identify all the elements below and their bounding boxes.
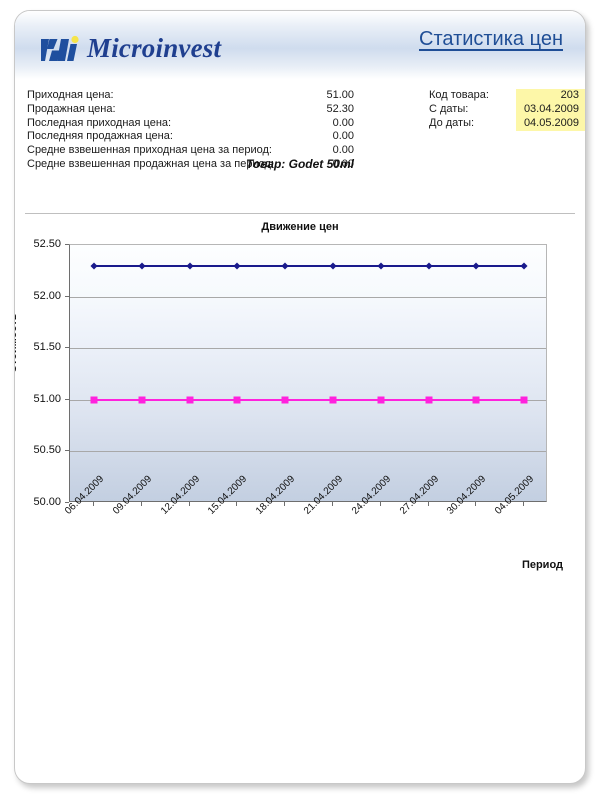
parameter-highlight-box (516, 89, 585, 131)
chart-gridline (70, 348, 546, 350)
info-label: Код товара: (429, 89, 489, 101)
price-summary-list: Приходная цена: 51.00 Продажная цена: 52… (27, 89, 372, 172)
chart-data-point (233, 262, 241, 270)
chart-x-tick-mark (331, 502, 333, 506)
info-label: Продажная цена: (27, 102, 116, 115)
chart-x-tick-mark (236, 502, 238, 506)
chart-x-tick-mark (140, 502, 142, 506)
chart-x-tick-mark (284, 502, 286, 506)
info-row: Код товара: 203 (429, 89, 579, 103)
chart-data-point (472, 396, 480, 404)
chart-y-tick-mark (65, 502, 69, 503)
info-row: С даты: 03.04.2009 (429, 103, 579, 117)
chart-y-tick-label: 50.00 (33, 496, 61, 508)
chart-y-tick-mark (65, 244, 69, 245)
chart-series-line (93, 264, 525, 267)
price-movement-chart: Движение цен Стоимость Период 52.50 52.00… (15, 216, 585, 586)
page-title: Статистика цен (419, 28, 563, 50)
chart-data-point (186, 396, 193, 404)
chart-data-point (138, 396, 146, 404)
chart-y-tick-mark (65, 450, 69, 452)
info-label: Последняя продажная цена: (27, 130, 173, 143)
info-value: 0.00 (332, 157, 354, 170)
info-value: 0.00 (332, 130, 354, 143)
info-row: Средне взвешенная приходная цена за пери… (27, 144, 372, 158)
report-parameters-list: Код товара: 203 С даты: 03.04.2009 До да… (429, 89, 585, 131)
summary-info-block: Приходная цена: 51.00 Продажная цена: 52… (15, 79, 585, 185)
info-value: 04.05.2009 (523, 116, 579, 129)
report-page-card: Microinvest Статистика цен Приходная цен… (14, 10, 586, 784)
chart-data-point (520, 262, 528, 270)
chart-y-tick-label: 51.50 (33, 341, 61, 354)
chart-data-point (90, 396, 98, 404)
info-row: Приходная цена: 51.00 (27, 89, 372, 103)
chart-x-tick-mark (188, 502, 190, 506)
microinvest-logo-icon (41, 35, 79, 61)
info-label: Последная приходная цена: (27, 116, 172, 129)
info-value: 203 (560, 89, 579, 101)
info-label: Приходная цена: (27, 89, 114, 101)
chart-gridline (70, 451, 546, 453)
chart-gridline (70, 296, 546, 298)
info-value: 51.00 (326, 89, 354, 101)
chart-y-tick-label: 51.00 (33, 392, 61, 405)
chart-data-point (329, 262, 337, 270)
chart-series-line (93, 398, 525, 401)
info-value: 52.30 (326, 102, 354, 115)
chart-y-tick-mark (65, 295, 69, 297)
report-header: Microinvest Статистика цен (15, 11, 585, 79)
info-row: Продажная цена: 52.30 (27, 103, 372, 117)
chart-x-tick-mark (523, 502, 525, 506)
chart-y-tick-label: 52.50 (33, 238, 61, 250)
chart-y-tick-mark (65, 347, 69, 349)
chart-data-point (424, 262, 433, 270)
info-label: С даты: (429, 102, 469, 115)
info-label: До даты: (429, 116, 475, 129)
chart-data-point (138, 262, 146, 270)
chart-x-tick-mark (475, 502, 477, 506)
chart-data-point (233, 396, 241, 404)
chart-data-point (281, 262, 289, 270)
chart-y-tick-mark (65, 398, 69, 400)
chart-data-point (329, 396, 337, 404)
chart-data-point (185, 262, 194, 270)
chart-x-tick-mark (92, 502, 94, 506)
chart-data-point (90, 262, 98, 270)
chart-data-point (281, 396, 289, 404)
info-value: 03.04.2009 (523, 102, 579, 115)
chart-y-axis-title: Стоимость (14, 313, 19, 373)
info-label: Средне взвешенная продажная цена за пери… (27, 157, 274, 170)
chart-data-point (425, 396, 432, 404)
chart-data-point (377, 262, 385, 270)
info-row: Последная приходная цена: 0.00 (27, 117, 372, 131)
chart-plot-area (69, 244, 547, 502)
product-name-label: Товар: Godet 50ml (246, 157, 354, 171)
chart-y-tick-label: 52.00 (33, 289, 61, 302)
chart-x-tick-mark (427, 502, 429, 506)
info-row: Последняя продажная цена: 0.00 (27, 130, 372, 144)
info-row: До даты: 04.05.2009 (429, 117, 579, 131)
brand-wordmark: Microinvest (87, 33, 222, 63)
info-value: 0.00 (332, 116, 354, 129)
section-divider (25, 213, 575, 214)
info-value: 0.00 (332, 144, 354, 157)
chart-x-axis-title: Период (521, 559, 563, 571)
chart-data-point (472, 262, 480, 270)
chart-y-tick-label: 50.50 (33, 444, 61, 457)
chart-data-point (377, 396, 385, 404)
chart-x-tick-mark (379, 502, 381, 506)
chart-data-point (520, 396, 528, 404)
chart-title: Движение цен (261, 221, 339, 233)
info-row: Средне взвешенная продажная цена за пери… (27, 158, 372, 172)
info-label: Средне взвешенная приходная цена за пери… (27, 144, 272, 157)
